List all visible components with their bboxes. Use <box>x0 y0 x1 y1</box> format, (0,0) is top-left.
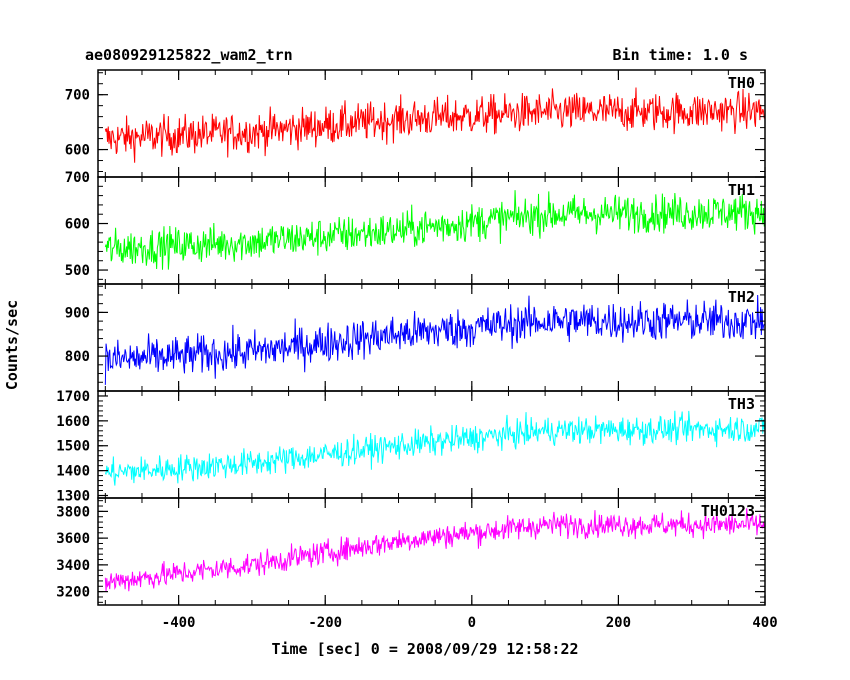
channel-label: TH0 <box>728 74 755 92</box>
y-tick-label: 600 <box>65 217 90 233</box>
chart-title: ae080929125822_wam2_trn <box>85 46 293 64</box>
series-line-th2 <box>104 295 765 385</box>
series-line-th1 <box>104 190 765 270</box>
panel-th3: 1300 1400 1500 1600 1700 TH3 <box>56 389 766 505</box>
y-tick-label: 700 <box>65 88 90 104</box>
panels-group: 600 700 TH0 500 600 700 TH1 800 900 TH2 1300 1400 15… <box>56 69 778 631</box>
panel-th1: 500 600 700 TH1 <box>65 170 766 285</box>
y-tick-label: 3600 <box>56 531 90 547</box>
x-tick-label: 200 <box>606 615 631 631</box>
panel-th0: 600 700 TH0 <box>65 69 766 178</box>
y-tick-label: 1500 <box>56 439 90 455</box>
x-tick-label: -400 <box>162 615 196 631</box>
series-line-th3 <box>104 410 765 486</box>
bin-time-label: Bin time: 1.0 s <box>613 46 748 64</box>
y-tick-label: 1300 <box>56 489 90 505</box>
channel-label: TH0123 <box>701 502 755 520</box>
x-tick-label: -200 <box>308 615 342 631</box>
series-line-th0 <box>104 87 765 163</box>
series-line-th0123 <box>104 508 765 592</box>
channel-label: TH1 <box>728 181 755 199</box>
y-axis-label: Counts/sec <box>3 300 21 390</box>
y-tick-label: 3200 <box>56 585 90 601</box>
channel-label: TH2 <box>728 288 755 306</box>
x-axis-label: Time [sec] 0 = 2008/09/29 12:58:22 <box>271 640 578 658</box>
y-tick-label: 500 <box>65 263 90 279</box>
y-tick-label: 3400 <box>56 558 90 574</box>
y-tick-label: 1600 <box>56 414 90 430</box>
panel-frame <box>97 176 766 285</box>
y-tick-label: 3800 <box>56 504 90 520</box>
x-tick-label: 0 <box>468 615 476 631</box>
y-tick-label: 1400 <box>56 464 90 480</box>
channel-label: TH3 <box>728 395 755 413</box>
y-tick-label: 900 <box>65 305 90 321</box>
panel-th2: 800 900 TH2 <box>65 283 766 392</box>
y-tick-label: 600 <box>65 143 90 159</box>
panel-frame <box>97 497 766 606</box>
y-tick-label: 800 <box>65 349 90 365</box>
panel-frame <box>97 390 766 499</box>
y-tick-label: 1700 <box>56 389 90 405</box>
panel-th0123: 3200 3400 3600 3800 TH0123 -400 -200 0 200 400 <box>56 497 778 631</box>
x-tick-label: 400 <box>752 615 777 631</box>
y-tick-label: 700 <box>65 170 90 186</box>
